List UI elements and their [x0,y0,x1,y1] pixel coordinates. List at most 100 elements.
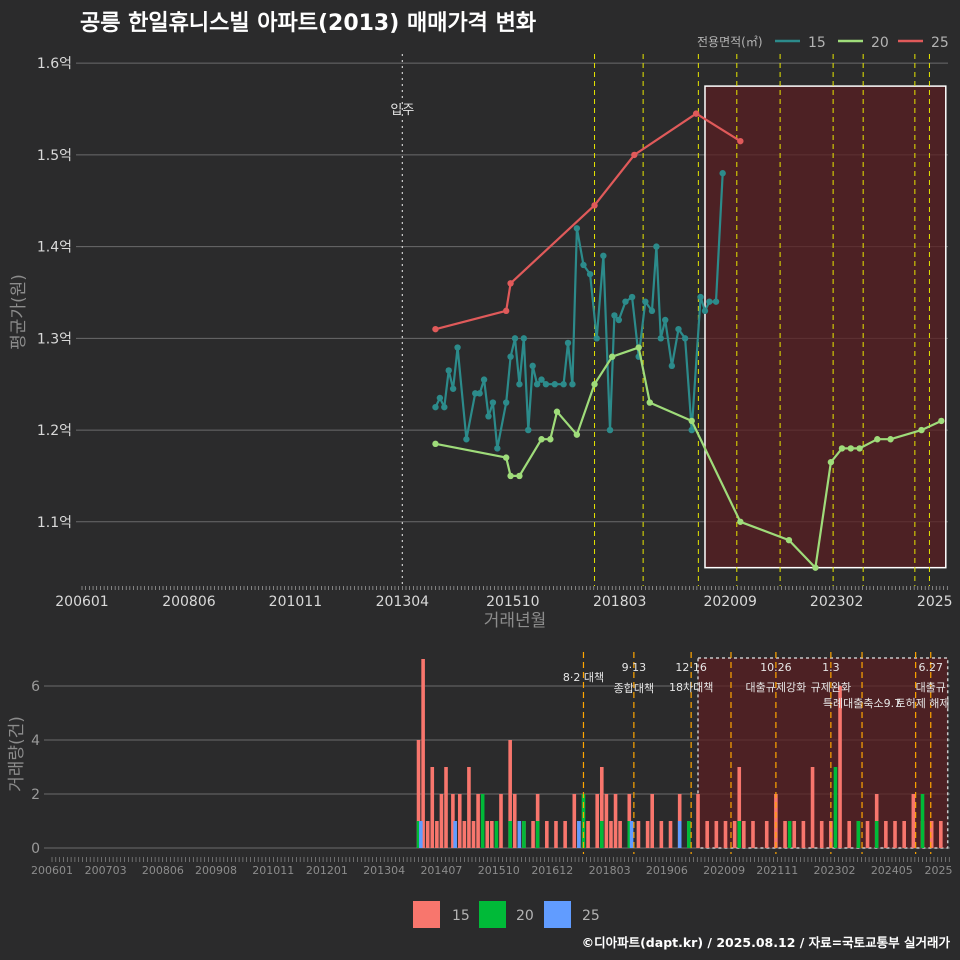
bar-15 [613,794,618,848]
data-point-15 [542,381,550,388]
bar-15 [467,767,471,848]
data-point-15 [688,426,695,434]
bar-15 [939,821,943,848]
bar-20 [535,821,540,848]
bottom-x-tick-label: 2025 [925,864,953,877]
bottom-x-tick-label: 201510 [478,864,520,877]
data-point-20 [609,353,616,360]
annotation-text: 특례대출축소9.7 [823,697,901,710]
data-point-15 [681,335,689,342]
bottom-x-tick-label: 202111 [756,864,798,877]
bottom-x-tick-label: 202009 [703,864,745,877]
y-tick-label: 1.2억 [37,423,72,439]
bar-15 [902,821,906,848]
data-point-15 [445,367,452,374]
bar-15 [751,821,755,848]
bar-20 [787,821,792,848]
data-point-15 [564,339,572,347]
bar-15 [650,794,654,848]
bottom-legend-swatch-20 [479,901,506,928]
x-tick-label: 200806 [162,594,216,610]
data-point-20 [502,454,510,461]
data-point-15 [600,252,607,259]
bar-15 [462,821,467,848]
bar-25 [517,821,522,848]
series-line-20 [435,346,942,569]
bottom-x-tick-label: 200601 [31,864,73,877]
bar-15 [485,821,490,848]
bar-20 [874,821,879,848]
bar-15 [783,821,787,848]
bar-20 [522,821,526,848]
bar-25 [577,821,581,848]
data-point-15 [668,362,676,370]
bottom-legend-label-25: 25 [582,908,600,924]
bar-20 [599,821,604,848]
bar-25 [629,821,634,848]
x-tick-label: 200601 [55,594,108,610]
bar-15 [911,794,916,848]
data-point-15 [628,293,636,301]
bottom-y-tick-label: 6 [31,679,40,695]
data-point-25 [631,151,638,159]
bar-20 [833,767,838,848]
data-point-15 [454,344,461,351]
bar-15 [659,821,664,848]
bottom-legend-swatch-15 [413,901,440,928]
bottom-annotations: 8·2 대책 9·13 종합대책 12·16 18차대책 10.26 대출규제강화 1.3 규제… [563,661,950,710]
bottom-x-tick-label: 200806 [142,864,184,877]
data-point-15 [719,170,726,177]
bottom-axes: 200601 200703 200806 200908 201011 201201 2013… [31,857,953,877]
bar-15 [774,794,778,848]
top-highlight-region [704,85,947,569]
data-point-20 [547,436,554,443]
bar-15 [563,821,567,848]
data-point-15 [712,298,720,305]
top-legend: 전용면적(㎡) 15 20 25 [697,35,949,51]
bottom-x-tick-label: 201201 [306,864,348,877]
x-tick-label: 201803 [593,594,646,610]
bar-15 [847,821,852,848]
x-tick-label: 202302 [810,594,863,610]
annotation-text: 18차대책 [669,681,713,694]
data-point-15 [476,390,483,397]
bar-15 [490,821,494,848]
data-point-15 [463,436,470,443]
bar-25 [453,821,457,848]
chart-title: 공릉 한일휴니스빌 아파트(2013) 매매가격 변화 [80,11,536,36]
bottom-y-tick-label: 4 [31,733,40,749]
x-tick-label: 201510 [486,594,539,610]
bottom-x-tick-label: 201612 [531,864,573,877]
data-point-20 [918,426,925,434]
data-point-15 [573,225,581,232]
bar-15 [476,794,480,848]
annotation-text: 규제완화 [811,681,851,694]
data-point-15 [489,399,497,406]
bottom-policy-lines [582,652,932,854]
data-point-15 [701,307,709,315]
bottom-x-tick-label: 201407 [420,864,462,877]
bar-20 [416,821,421,848]
data-point-20 [646,399,653,406]
data-point-15 [606,426,614,434]
data-point-15 [494,445,501,452]
bar-15 [801,821,806,848]
bar-15 [737,767,742,848]
legend-title: 전용면적(㎡) [697,35,763,49]
bar-15 [764,821,769,848]
bottom-x-tick-label: 201906 [646,864,688,877]
data-point-20 [635,344,642,351]
bar-15 [595,794,600,848]
data-point-15 [706,298,713,305]
bar-20 [480,794,485,848]
bar-15 [435,821,439,848]
annotation-date: 12·16 [675,661,707,674]
x-tick-label: 201304 [376,594,430,610]
data-point-25 [737,137,744,145]
bottom-legend-swatch-25 [544,901,571,928]
data-point-20 [938,417,945,425]
data-point-15 [560,381,567,388]
bar-20 [581,794,586,848]
data-point-15 [551,381,558,388]
